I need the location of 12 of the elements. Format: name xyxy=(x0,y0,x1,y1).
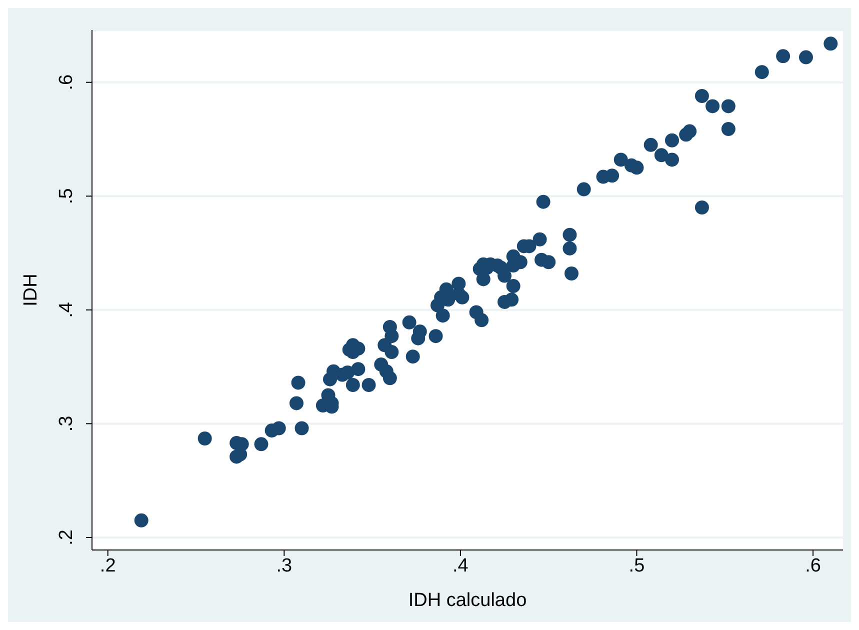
y-axis-title: IDH xyxy=(20,274,42,306)
x-tick-label: .3 xyxy=(276,555,292,576)
x-tick-label: .2 xyxy=(100,555,116,576)
x-tick-label: .4 xyxy=(452,555,469,576)
y-tick-label: .2 xyxy=(56,530,77,546)
y-tick-label: .4 xyxy=(56,302,77,318)
x-tick-label: .5 xyxy=(628,555,645,576)
x-tick-label: .6 xyxy=(805,555,821,576)
x-axis-title: IDH calculado xyxy=(408,590,527,611)
y-tick-label: .3 xyxy=(56,416,77,432)
y-tick-label: .5 xyxy=(56,188,77,204)
y-tick-label: .6 xyxy=(56,74,77,90)
